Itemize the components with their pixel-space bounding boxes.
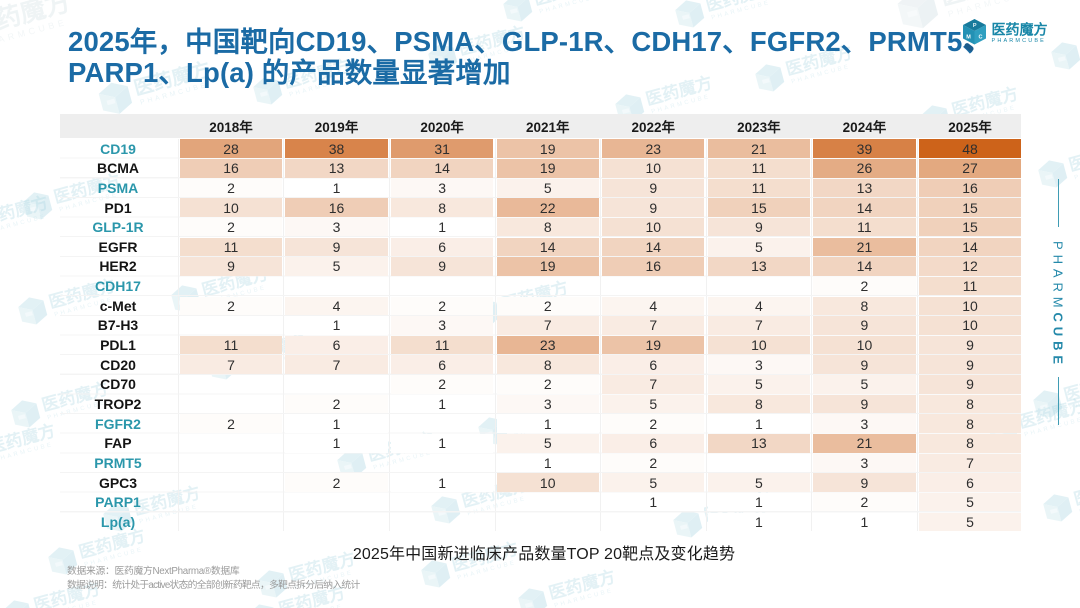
svg-text:PHARMCUBE: PHARMCUBE	[992, 38, 1047, 44]
svg-text:C: C	[979, 35, 983, 41]
svg-text:P: P	[973, 23, 977, 29]
svg-text:医药魔方: 医药魔方	[992, 22, 1048, 38]
svg-text:M: M	[966, 35, 971, 41]
